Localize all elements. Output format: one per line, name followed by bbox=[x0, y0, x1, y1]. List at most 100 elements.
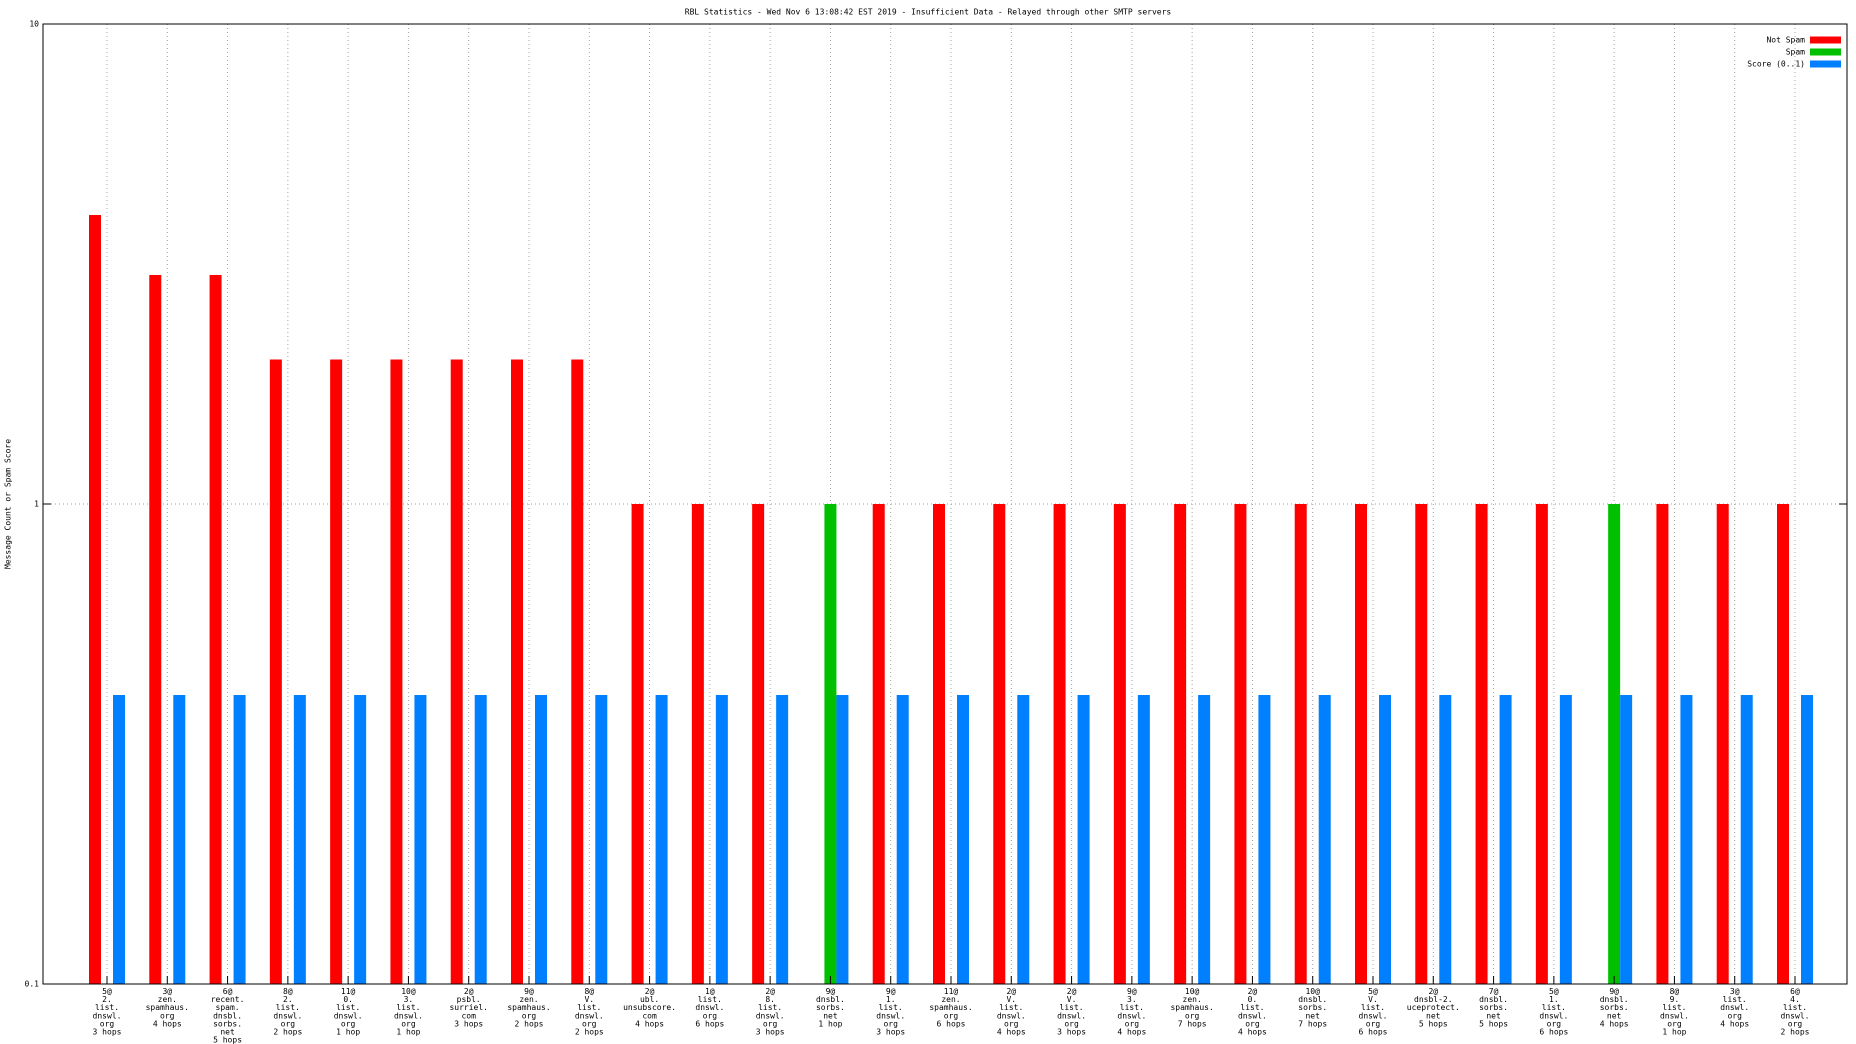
bar bbox=[1680, 695, 1693, 984]
bar bbox=[691, 504, 704, 984]
bar bbox=[1499, 695, 1512, 984]
x-tick-label: 6@ recent. spam. dnsbl. sorbs. net 5 hops bbox=[211, 987, 245, 1044]
y-tick-label: 10 bbox=[29, 20, 39, 29]
bar bbox=[1415, 504, 1428, 984]
bar bbox=[1198, 695, 1211, 984]
x-tick-label: 8@ V. list. dnswl. org 2 hops bbox=[575, 987, 604, 1037]
bar bbox=[1234, 504, 1247, 984]
bar bbox=[293, 695, 306, 984]
x-tick-label: 6@ 4. list. dnswl. org 2 hops bbox=[1781, 987, 1810, 1037]
x-tick-label: 2@ psbl. surriel. com 3 hops bbox=[449, 987, 488, 1028]
bar bbox=[1475, 504, 1488, 984]
x-tick-label: 9@ 1. list. dnswl. org 3 hops bbox=[876, 987, 905, 1037]
bar bbox=[209, 274, 222, 984]
bar bbox=[535, 695, 547, 984]
bar bbox=[1258, 695, 1271, 984]
bar bbox=[715, 695, 728, 984]
bar bbox=[824, 504, 837, 984]
bar bbox=[752, 504, 765, 984]
x-tick-label: 11@ 0. list. dnswl. org 1 hop bbox=[334, 987, 363, 1037]
bar bbox=[1740, 695, 1753, 984]
x-tick-label: 1@ list. dnswl. org 6 hops bbox=[695, 987, 724, 1028]
bar bbox=[113, 695, 125, 984]
x-tick-label: 10@ 3. list. dnswl. org 1 hop bbox=[394, 987, 423, 1037]
bar bbox=[655, 695, 668, 984]
chart-title: RBL Statistics - Wed Nov 6 13:08:42 EST … bbox=[685, 8, 1172, 17]
bar bbox=[233, 695, 246, 984]
x-tick-label: 5@ V. list. dnswl. org 6 hops bbox=[1359, 987, 1388, 1037]
bar bbox=[390, 359, 403, 984]
bar bbox=[1318, 695, 1331, 984]
bar bbox=[1559, 695, 1572, 984]
legend-swatch bbox=[1810, 60, 1841, 68]
bar bbox=[1801, 695, 1813, 984]
bar bbox=[571, 359, 584, 984]
x-tick-label: 8@ 2. list. dnswl. org 2 hops bbox=[273, 987, 302, 1037]
bar bbox=[1656, 504, 1669, 984]
x-tick-label: 5@ 2. list. dnswl. org 3 hops bbox=[93, 987, 122, 1037]
y-axis-label: Message Count or Spam Score bbox=[4, 439, 13, 569]
legend-label: Spam bbox=[1786, 48, 1805, 57]
bar bbox=[631, 504, 644, 984]
x-tick-label: 2@ V. list. dnswl. org 4 hops bbox=[997, 987, 1026, 1037]
x-tick-label: 7@ dnsbl. sorbs. net 5 hops bbox=[1479, 987, 1508, 1028]
bar bbox=[330, 359, 343, 984]
x-tick-label: 2@ 8. list. dnswl. org 3 hops bbox=[756, 987, 785, 1037]
bar bbox=[1608, 504, 1621, 984]
bar bbox=[872, 504, 885, 984]
x-tick-label: 9@ dnsbl. sorbs. net 1 hop bbox=[816, 987, 845, 1028]
x-tick-label: 10@ dnsbl. sorbs. net 7 hops bbox=[1298, 987, 1327, 1028]
bar bbox=[776, 695, 789, 984]
x-tick-label: 2@ ubl. unsubscore. com 4 hops bbox=[623, 987, 676, 1028]
x-tick-label: 8@ 9. list. dnswl. org 1 hop bbox=[1660, 987, 1689, 1037]
bar bbox=[1620, 695, 1633, 984]
bar bbox=[957, 695, 969, 984]
bar bbox=[269, 359, 282, 984]
bar bbox=[896, 695, 909, 984]
y-tick-label: 1 bbox=[34, 500, 39, 509]
x-tick-label: 10@ zen. spamhaus. org 7 hops bbox=[1170, 987, 1213, 1028]
x-tick-label: 2@ V. list. dnswl. org 3 hops bbox=[1057, 987, 1086, 1037]
legend-label: Score (0..1) bbox=[1747, 60, 1805, 69]
bar bbox=[836, 695, 849, 984]
bar bbox=[414, 695, 427, 984]
bar bbox=[1017, 695, 1030, 984]
bar bbox=[450, 359, 463, 984]
legend-swatch bbox=[1810, 36, 1841, 44]
x-tick-label: 9@ zen. spamhaus. org 2 hops bbox=[507, 987, 550, 1028]
bar bbox=[1294, 504, 1307, 984]
bar bbox=[1535, 504, 1548, 984]
x-tick-label: 2@ dnsbl-2. uceprotect. net 5 hops bbox=[1407, 987, 1460, 1028]
x-tick-label: 11@ zen. spamhaus. org 6 hops bbox=[929, 987, 972, 1028]
y-tick-label: 0.1 bbox=[25, 980, 40, 989]
bar bbox=[1716, 504, 1729, 984]
bar bbox=[1174, 504, 1187, 984]
x-tick-label: 2@ 0. list. dnswl. org 4 hops bbox=[1238, 987, 1267, 1037]
bar bbox=[993, 504, 1006, 984]
bar bbox=[933, 504, 945, 984]
bar bbox=[595, 695, 608, 984]
bar bbox=[1777, 504, 1789, 984]
legend-label: Not Spam bbox=[1766, 36, 1805, 45]
x-tick-label: 9@ dnsbl. sorbs. net 4 hops bbox=[1600, 987, 1629, 1028]
bar bbox=[173, 695, 186, 984]
bar bbox=[1077, 695, 1090, 984]
bar bbox=[1379, 695, 1391, 984]
x-tick-label: 3@ list. dnswl. org 4 hops bbox=[1720, 987, 1749, 1028]
bar bbox=[354, 695, 367, 984]
x-tick-label: 3@ zen. spamhaus. org 4 hops bbox=[146, 987, 189, 1028]
bar bbox=[1053, 504, 1066, 984]
bar bbox=[511, 359, 523, 984]
bar bbox=[1113, 504, 1126, 984]
bar bbox=[1439, 695, 1452, 984]
legend-swatch bbox=[1810, 48, 1841, 56]
bar bbox=[474, 695, 487, 984]
bar bbox=[1355, 504, 1367, 984]
bar bbox=[1137, 695, 1150, 984]
plot-frame bbox=[42, 23, 1848, 985]
x-tick-label: 5@ 1. list. dnswl. org 6 hops bbox=[1539, 987, 1568, 1037]
x-tick-label: 9@ 3. list. dnswl. org 4 hops bbox=[1117, 987, 1146, 1037]
bar bbox=[149, 274, 162, 984]
